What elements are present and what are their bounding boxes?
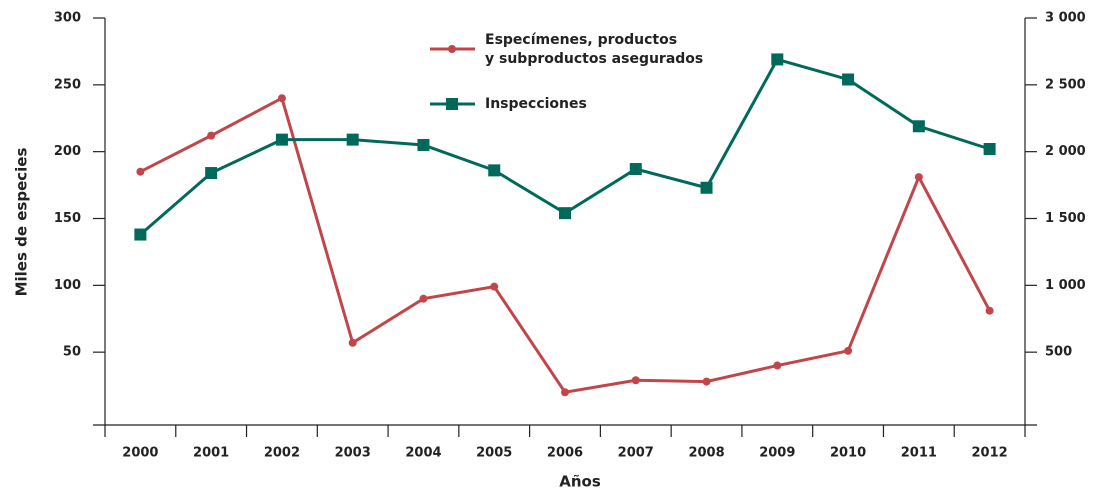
x-tick-label: 2003 [335, 446, 371, 461]
marker [844, 346, 853, 355]
y-tick-label: 100 [54, 278, 81, 293]
marker [346, 133, 359, 146]
y-tick-label: 250 [54, 77, 81, 92]
x-tick-label: 2009 [759, 446, 795, 461]
legend-marker [448, 45, 456, 53]
y-tick-label: 150 [54, 211, 81, 226]
marker [985, 306, 994, 315]
y-tick-label: 50 [63, 345, 81, 360]
x-tick-label: 2000 [122, 446, 158, 461]
marker [914, 173, 923, 182]
marker [771, 53, 784, 66]
y2-tick-label: 2 500 [1045, 77, 1086, 92]
x-tick-label: 2012 [972, 446, 1008, 461]
x-axis-label: Años [559, 473, 601, 491]
marker [842, 73, 855, 86]
y-axis-label: Miles de especies [13, 148, 31, 297]
series-line [139, 96, 991, 394]
y2-tick-label: 2 000 [1045, 144, 1086, 159]
x-tick-label: 2001 [193, 446, 229, 461]
y2-tick-label: 1 000 [1045, 278, 1086, 293]
marker [277, 94, 286, 103]
x-tick-label: 2008 [688, 446, 724, 461]
marker [488, 164, 501, 177]
marker [490, 282, 499, 291]
marker [702, 377, 711, 386]
marker [136, 167, 145, 176]
marker [348, 338, 357, 347]
marker [629, 163, 642, 176]
x-tick-label: 2007 [618, 446, 654, 461]
legend-marker [446, 98, 458, 110]
x-tick-label: 2005 [476, 446, 512, 461]
marker [275, 133, 288, 146]
y-tick-label: 200 [54, 144, 81, 159]
marker [631, 376, 640, 385]
marker [561, 388, 569, 397]
y-tick-label: 300 [54, 11, 81, 26]
x-tick-label: 2011 [901, 446, 937, 461]
x-tick-label: 2004 [405, 446, 441, 461]
y2-tick-label: 3 000 [1045, 11, 1086, 26]
y2-tick-label: 1 500 [1045, 211, 1086, 226]
marker [700, 181, 713, 194]
marker [912, 120, 925, 133]
marker [134, 228, 147, 241]
x-tick-label: 2006 [547, 446, 583, 461]
legend-label: Especímenes, productos y subproductos ase… [485, 32, 703, 67]
marker [419, 294, 428, 303]
marker [983, 142, 996, 155]
marker [417, 138, 430, 151]
x-tick-label: 2010 [830, 446, 866, 461]
marker [559, 207, 571, 220]
marker [205, 167, 218, 180]
x-tick-label: 2002 [264, 446, 300, 461]
marker [207, 131, 216, 140]
legend-label: Inspecciones [485, 96, 587, 112]
y2-tick-label: 500 [1045, 345, 1072, 360]
marker [773, 361, 782, 370]
